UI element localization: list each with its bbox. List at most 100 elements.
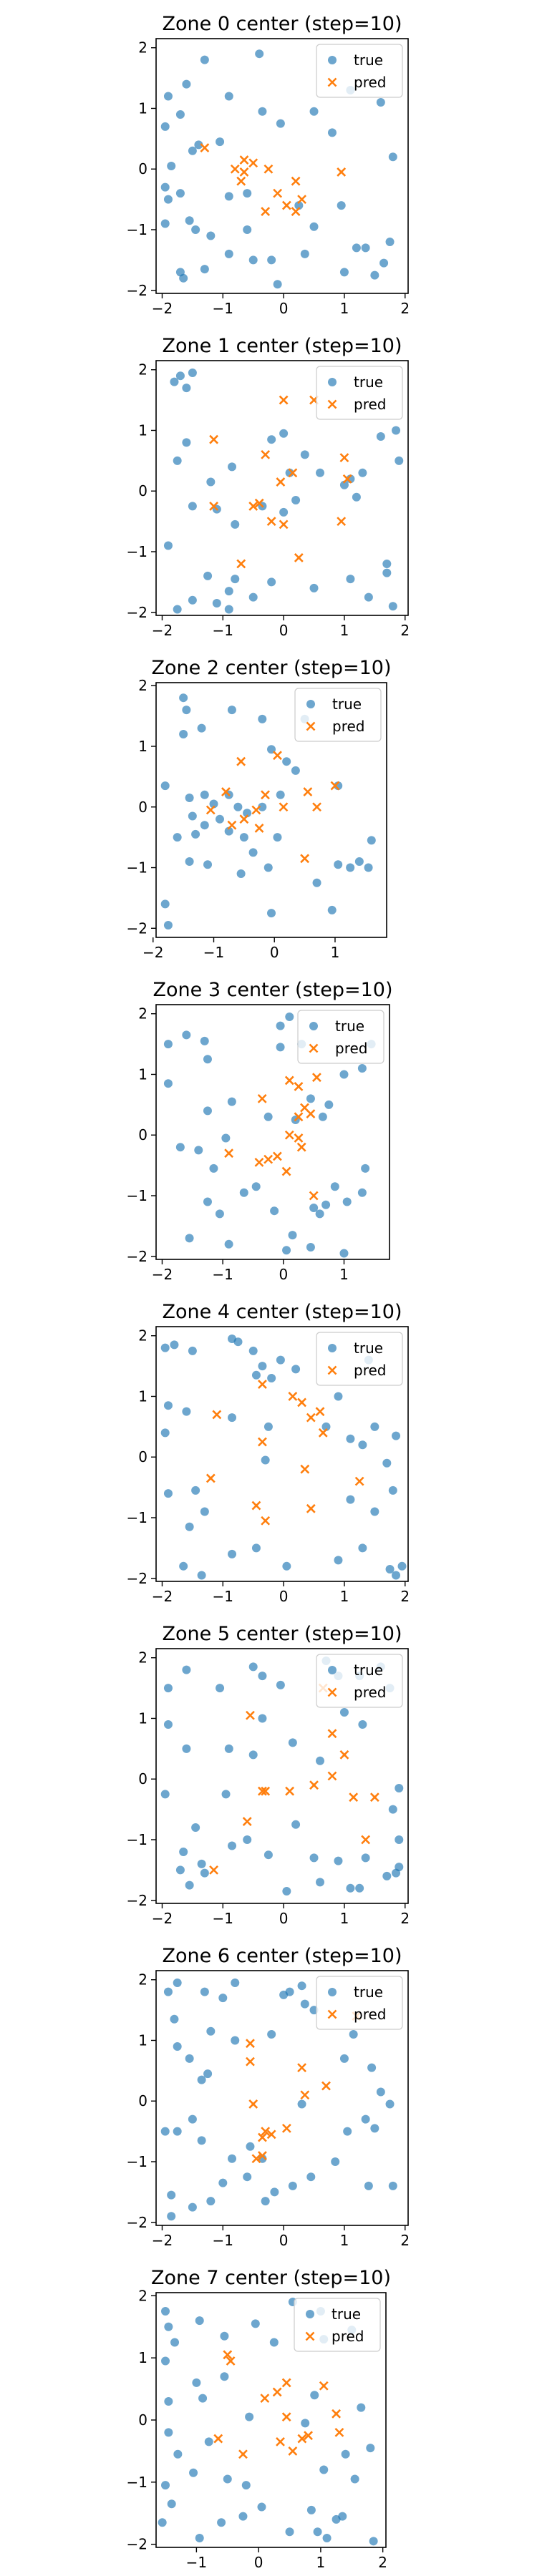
data-point-true	[334, 860, 343, 869]
data-point-true	[170, 2014, 179, 2024]
data-point-true	[185, 1522, 194, 1531]
data-point-pred	[209, 1865, 218, 1875]
data-point-true	[395, 1835, 404, 1844]
data-point-true	[316, 468, 325, 477]
legend-marker-true	[328, 1344, 337, 1352]
data-point-pred	[266, 517, 276, 527]
data-point-pred	[337, 517, 347, 527]
series-pred	[224, 1073, 321, 1201]
data-point-true	[388, 602, 397, 611]
data-point-pred	[258, 1380, 267, 1389]
data-point-true	[200, 790, 209, 799]
data-point-true	[160, 1343, 170, 1352]
data-point-true	[182, 1665, 191, 1674]
data-point-true	[173, 2127, 182, 2136]
data-point-true	[163, 1719, 173, 1729]
data-point-true	[258, 1672, 267, 1681]
data-point-true	[285, 1012, 294, 1021]
chart-4: Zone 4 center (step=10) −2 −1 0 1 2 −2 −1 0 1 2 tru…	[127, 1301, 410, 1605]
legend-label-pred: pred	[354, 1684, 386, 1701]
data-point-true	[191, 1485, 200, 1495]
data-point-true	[346, 1434, 355, 1443]
data-point-true	[370, 1422, 379, 1431]
data-point-pred	[288, 1392, 298, 1401]
legend-box	[294, 2298, 381, 2352]
data-point-true	[163, 92, 173, 101]
y-tick-label: −2	[127, 2536, 147, 2553]
data-point-true	[267, 2030, 276, 2039]
data-point-true	[188, 502, 197, 511]
legend-marker-pred	[306, 721, 316, 731]
data-point-true	[228, 1413, 237, 1423]
y-tick-label: −2	[127, 2214, 147, 2231]
data-point-true	[382, 1458, 392, 1468]
legend-marker-true	[328, 1666, 337, 1674]
data-point-pred	[242, 1817, 252, 1826]
data-point-true	[334, 1392, 343, 1401]
y-tick-label: 1	[138, 1387, 147, 1405]
data-point-true	[392, 1431, 401, 1440]
data-point-true	[167, 2190, 176, 2200]
legend-marker-pred	[327, 2009, 337, 2019]
data-point-true	[194, 1146, 203, 1155]
data-point-pred	[279, 395, 289, 405]
data-point-true	[279, 429, 289, 438]
data-point-true	[248, 1662, 258, 1672]
data-point-true	[179, 730, 188, 739]
data-point-true	[200, 1987, 209, 1996]
legend-marker-pred	[327, 1365, 337, 1375]
data-point-pred	[279, 519, 289, 530]
data-point-true	[267, 909, 276, 918]
legend-marker-pred	[327, 399, 337, 409]
data-point-true	[385, 2099, 395, 2109]
data-point-pred	[291, 207, 301, 216]
x-tick-label: 1	[316, 2554, 326, 2571]
data-point-true	[276, 790, 285, 799]
data-point-true	[164, 2428, 173, 2437]
data-point-pred	[284, 1130, 294, 1140]
data-point-true	[369, 2537, 378, 2546]
data-point-pred	[236, 756, 246, 766]
data-point-pred	[297, 2434, 307, 2444]
data-point-true	[288, 2181, 297, 2190]
data-point-true	[346, 1883, 355, 1893]
data-point-true	[200, 821, 209, 830]
data-point-true	[182, 438, 191, 447]
y-tick-label: 2	[138, 1649, 147, 1667]
legend-marker-true	[306, 2310, 314, 2318]
data-point-true	[215, 814, 224, 824]
data-point-true	[163, 1079, 173, 1088]
legend-label-pred: pred	[332, 2328, 364, 2345]
data-point-true	[245, 2412, 254, 2421]
data-point-true	[246, 2142, 255, 2151]
data-point-pred	[300, 1464, 310, 1474]
legend-marker-true	[309, 1022, 318, 1030]
data-point-pred	[213, 2434, 223, 2444]
data-point-pred	[309, 1191, 319, 1201]
data-point-pred	[311, 1073, 321, 1083]
data-point-true	[221, 1133, 231, 1143]
data-point-pred	[248, 502, 258, 511]
data-point-pred	[369, 1792, 379, 1802]
data-point-true	[263, 1850, 273, 1860]
data-point-true	[185, 1880, 194, 1890]
data-point-true	[248, 1750, 258, 1760]
x-tick-label: 0	[279, 622, 289, 639]
data-point-true	[297, 2099, 306, 2109]
data-point-true	[243, 809, 252, 818]
data-point-true	[163, 1684, 173, 1693]
data-point-true	[261, 1455, 270, 1465]
legend-label-true: true	[354, 1662, 383, 1679]
data-point-true	[331, 2157, 340, 2166]
data-point-true	[309, 583, 319, 592]
x-tick-label: 1	[340, 1588, 349, 1605]
data-point-pred	[230, 164, 240, 174]
x-tick-label: 2	[400, 1910, 410, 1927]
data-point-true	[312, 878, 321, 887]
data-point-true	[251, 1370, 261, 1380]
data-point-pred	[303, 787, 313, 796]
data-point-pred	[236, 559, 246, 569]
legend: true pred	[316, 44, 403, 98]
data-point-true	[203, 1106, 212, 1116]
data-point-true	[228, 462, 237, 472]
